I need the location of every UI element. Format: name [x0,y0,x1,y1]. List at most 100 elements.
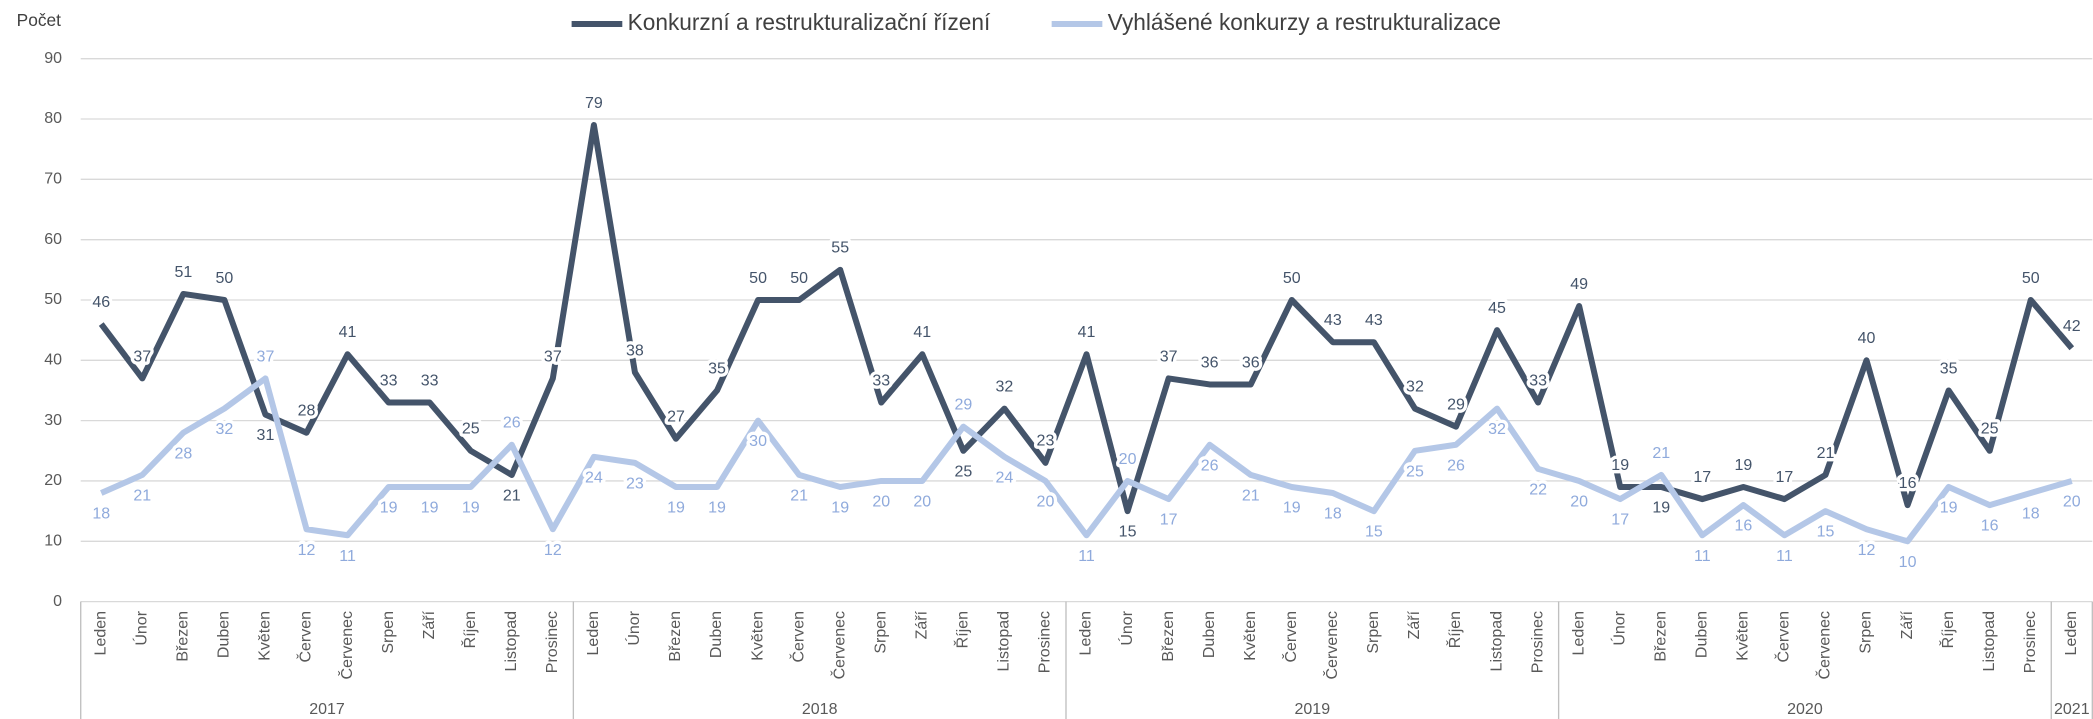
data-label: 16 [1899,475,1917,492]
data-label: 26 [1201,457,1219,474]
data-label: 11 [1776,548,1793,565]
legend-label: Konkurzní a restrukturalizační řízení [628,9,991,35]
data-label: 32 [1406,378,1424,395]
x-tick-label: Červenec [337,611,356,679]
data-label: 19 [1611,457,1629,474]
x-tick-label: Říjen [460,611,479,648]
x-tick-label: Leden [585,611,602,656]
x-tick-label: Květen [1735,611,1752,661]
data-label: 43 [1365,312,1383,329]
data-label: 24 [585,469,603,486]
data-label: 49 [1570,276,1588,293]
x-group-label: 2019 [1295,701,1331,718]
data-label: 33 [380,372,398,389]
x-tick-label: Duben [1201,611,1218,658]
data-label: 50 [216,270,234,287]
x-tick-label: Leden [92,611,109,656]
data-label: 25 [1981,421,1999,438]
data-label: 37 [1160,348,1178,365]
x-tick-label: Listopad [1981,611,1998,672]
data-label: 23 [626,475,644,492]
x-tick-label: Duben [708,611,725,658]
y-tick-label: 20 [44,472,62,489]
x-tick-label: Leden [1078,611,1095,656]
data-label: 15 [1119,524,1137,541]
x-tick-label: Květen [257,611,274,661]
data-label: 20 [2063,494,2081,511]
data-label: 18 [1324,506,1342,523]
x-group-label: 2017 [309,701,345,718]
data-label: 21 [1242,487,1260,504]
x-tick-label: Listopad [503,611,520,672]
data-label: 19 [462,500,480,517]
data-label: 79 [585,95,603,112]
data-label: 17 [1776,469,1794,486]
x-tick-label: Září [421,610,438,639]
data-label: 11 [1694,548,1711,565]
x-tick-label: Červenec [829,611,848,679]
data-label: 12 [1858,542,1876,559]
data-label: 20 [1119,451,1137,468]
data-label: 30 [749,433,767,450]
data-label: 36 [1201,354,1219,371]
x-tick-label: Říjen [1445,611,1464,648]
x-tick-label: Březen [667,611,684,662]
y-tick-label: 0 [53,593,62,610]
data-label: 12 [544,542,562,559]
x-tick-label: Červen [1774,611,1793,663]
data-label: 21 [790,487,808,504]
data-label: 31 [257,427,275,444]
data-label: 25 [462,421,480,438]
data-label: 21 [1817,445,1835,462]
x-tick-label: Prosinec [544,611,561,673]
data-label: 19 [667,500,685,517]
data-label: 17 [1611,512,1629,529]
x-tick-label: Prosinec [1037,611,1054,673]
data-label: 35 [1940,360,1958,377]
data-label: 41 [339,324,357,341]
x-tick-label: Listopad [1488,611,1505,672]
data-label: 12 [298,542,316,559]
data-label: 41 [1078,324,1096,341]
data-label: 20 [913,494,931,511]
data-label: 19 [380,500,398,517]
data-label: 19 [1734,457,1752,474]
series-line [98,122,2075,515]
data-label: 50 [790,270,808,287]
x-tick-label: Duben [216,611,233,658]
x-tick-label: Září [1406,610,1423,639]
y-axis-label: Počet [17,10,61,30]
y-tick-label: 80 [44,110,62,127]
data-label: 18 [92,506,110,523]
data-label: 45 [1488,300,1506,317]
x-tick-label: Červenec [1322,611,1341,679]
data-label: 19 [421,500,439,517]
y-tick-label: 90 [44,50,62,67]
data-label: 20 [1037,494,1055,511]
data-label: 19 [831,500,849,517]
data-label: 50 [2022,270,2040,287]
x-tick-label: Říjen [1938,611,1957,648]
data-label: 20 [1570,494,1588,511]
x-tick-label: Září [1899,610,1916,639]
x-tick-label: Červen [296,611,315,663]
data-label: 55 [831,240,849,257]
data-label: 25 [954,463,972,480]
data-label: 26 [503,415,521,432]
y-tick-label: 40 [44,352,62,369]
data-label: 17 [1160,512,1178,529]
data-label: 21 [133,487,151,504]
x-tick-label: Březen [1652,611,1669,662]
data-label: 18 [2022,506,2040,523]
x-tick-label: Listopad [996,611,1013,672]
x-tick-label: Květen [1242,611,1259,661]
data-label: 10 [1899,554,1917,571]
data-label: 29 [954,397,972,414]
x-tick-label: Leden [1570,611,1587,656]
data-label: 41 [913,324,931,341]
data-label: 11 [339,548,356,565]
data-label: 42 [2063,318,2081,335]
data-label: 26 [1447,457,1465,474]
x-tick-label: Březen [175,611,192,662]
